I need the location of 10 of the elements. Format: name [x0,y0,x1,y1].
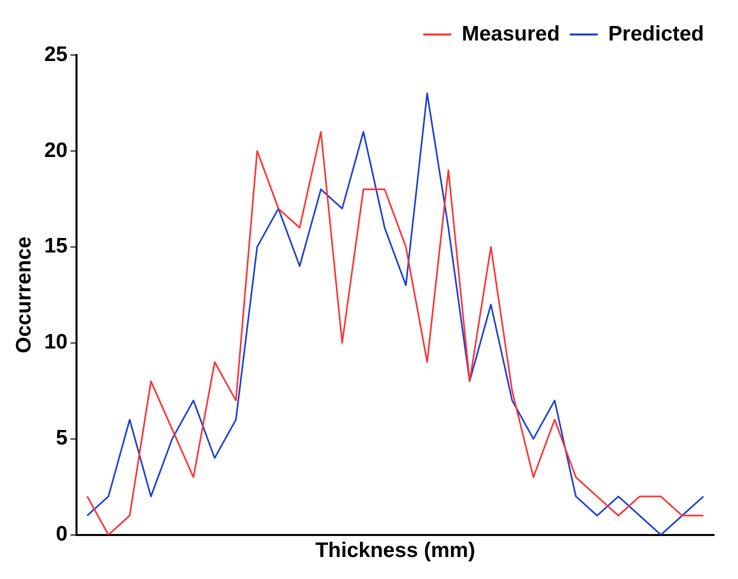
y-tick-label: 0 [56,522,68,546]
legend-label: Predicted [608,22,704,46]
y-axis-title: Occurrence [12,236,36,354]
y-tick-label: 20 [44,138,68,162]
y-tick-label: 10 [44,330,68,354]
y-tick-label: 5 [56,426,68,450]
y-tick-label: 25 [44,42,68,66]
x-axis-title: Thickness (mm) [315,539,476,562]
legend-label: Measured [462,22,560,46]
y-tick-label: 15 [44,234,68,258]
